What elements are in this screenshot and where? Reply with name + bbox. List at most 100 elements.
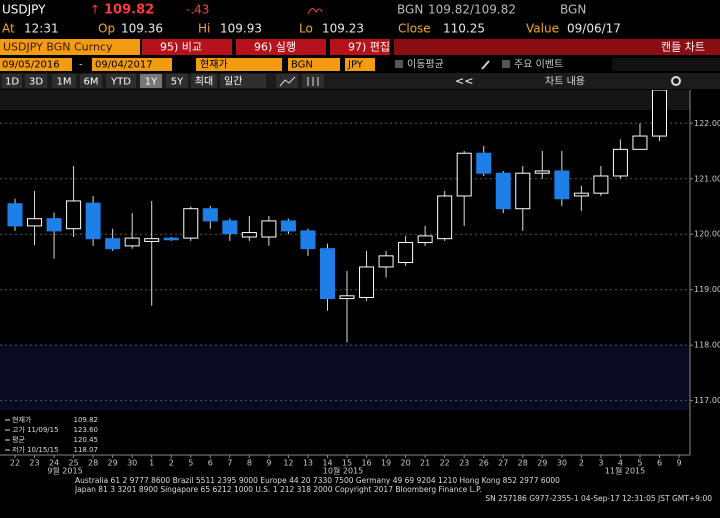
x-tick-label: 30 <box>127 459 137 468</box>
candle-body <box>515 172 531 210</box>
period-button[interactable] <box>106 74 136 88</box>
collapse-button[interactable]: << <box>455 75 473 88</box>
candle-body <box>437 195 453 240</box>
start-date: 09/05/2016 <box>2 60 60 71</box>
candle-body <box>66 200 82 230</box>
candle-body <box>202 208 218 222</box>
period-button[interactable] <box>25 74 47 88</box>
candle-body <box>46 218 62 232</box>
start-date-input[interactable] <box>0 58 72 71</box>
security: USDJPY BGN Curncy <box>3 41 113 54</box>
settings-icon[interactable] <box>671 76 681 86</box>
candle-body <box>398 242 414 264</box>
source2: BGN <box>560 3 586 17</box>
x-tick-label: 9 <box>676 459 681 468</box>
period-button[interactable] <box>52 74 76 88</box>
y-tick-label: 121.00 <box>694 174 720 183</box>
x-tick-label: 6 <box>208 459 213 468</box>
currency: JPY <box>347 60 364 71</box>
y-tick-label: 118.00 <box>694 341 720 350</box>
x-tick-label: 28 <box>88 459 98 468</box>
x-tick-label: 8 <box>247 459 252 468</box>
candle-body <box>7 203 23 227</box>
candle-body <box>105 238 121 250</box>
candles <box>7 90 667 343</box>
legend-value: 123.60 <box>74 426 99 434</box>
candle-body <box>124 237 140 247</box>
x-tick-label: 25 <box>68 459 78 468</box>
period-label: 5Y <box>171 77 184 88</box>
footer-line: SN 257186 G977-2355-1 04-Sep-17 12:31:05… <box>485 494 712 503</box>
ticker: USDJPY <box>2 3 46 17</box>
pricing-select[interactable] <box>288 58 340 71</box>
events-check[interactable] <box>502 60 510 68</box>
month-label: 10월 2015 <box>323 466 363 476</box>
candle-body <box>651 90 667 137</box>
menu-button[interactable] <box>236 39 326 55</box>
last-price: 109.82 <box>104 3 154 18</box>
x-tick-label: 23 <box>29 459 39 468</box>
x-tick-label: 15 <box>342 459 352 468</box>
candle-body <box>476 152 492 174</box>
candle-body <box>300 230 316 250</box>
period-button[interactable] <box>80 74 102 88</box>
x-tick-label: 29 <box>108 459 118 468</box>
period-button[interactable] <box>2 74 22 88</box>
x-tick-label: 21 <box>420 459 430 468</box>
period-label: 1M <box>57 77 72 88</box>
menu-button[interactable] <box>142 39 232 55</box>
x-tick-label: 5 <box>188 459 193 468</box>
source: BGN <box>397 3 423 17</box>
candle-body <box>241 232 257 238</box>
plot-low-band <box>0 345 690 410</box>
frequency-select[interactable] <box>220 74 266 88</box>
x-tick-label: 23 <box>459 459 469 468</box>
x-tick-label: 1 <box>149 459 154 468</box>
candle-tool-icon <box>307 77 319 86</box>
candle-body <box>163 237 179 241</box>
candle-body <box>534 170 550 174</box>
x-tick-label: 24 <box>49 459 59 468</box>
y-tick-label: 119.00 <box>694 285 720 294</box>
arrow: ↑ <box>90 3 100 17</box>
field: 현재가 <box>200 59 228 71</box>
y-tick-label: 120.00 <box>694 230 720 239</box>
x-tick-label: 2 <box>579 459 584 468</box>
period-button[interactable] <box>191 74 217 88</box>
field-label: Value <box>526 22 559 36</box>
moving-avg-check[interactable] <box>395 60 403 68</box>
period-label: 최대 <box>195 76 213 88</box>
menu-button[interactable] <box>330 39 390 55</box>
x-tick-label: 30 <box>557 459 567 468</box>
end-date-input[interactable] <box>92 58 172 71</box>
x-tick-label: 19 <box>381 459 391 468</box>
x-tick-label: 7 <box>227 459 232 468</box>
x-tick-label: 29 <box>537 459 547 468</box>
x-tick-label: 13 <box>303 459 313 468</box>
bid-ask: 109.82/109.82 <box>428 3 516 17</box>
x-tick-label: 5 <box>637 459 642 468</box>
candle-body <box>144 238 160 242</box>
currency-select[interactable] <box>345 58 375 71</box>
period-label: 1D <box>5 77 19 88</box>
candle-body <box>85 202 101 240</box>
period-button[interactable] <box>166 74 188 88</box>
events: 주요 이벤트 <box>514 59 563 71</box>
field-value: 109.36 <box>121 22 163 36</box>
y-tick-label: 122.00 <box>694 119 720 128</box>
field-label: At <box>2 22 15 36</box>
candle-body <box>222 220 238 235</box>
legend-label: 현재가 <box>12 415 32 424</box>
moving-avg: 이동평균 <box>407 59 444 71</box>
end-date: 09/04/2017 <box>95 60 153 71</box>
candle-body <box>280 220 296 232</box>
x-tick-label: 20 <box>401 459 411 468</box>
security-box[interactable] <box>0 39 140 55</box>
period-button[interactable] <box>140 74 162 88</box>
pen-icon <box>481 60 490 70</box>
period-label: YTD <box>110 77 131 88</box>
field-select[interactable] <box>196 58 282 71</box>
field-value: 109.23 <box>322 22 364 36</box>
footer-line: Australia 61 2 9777 8600 Brazil 5511 239… <box>75 476 560 485</box>
candle-body <box>612 148 628 177</box>
